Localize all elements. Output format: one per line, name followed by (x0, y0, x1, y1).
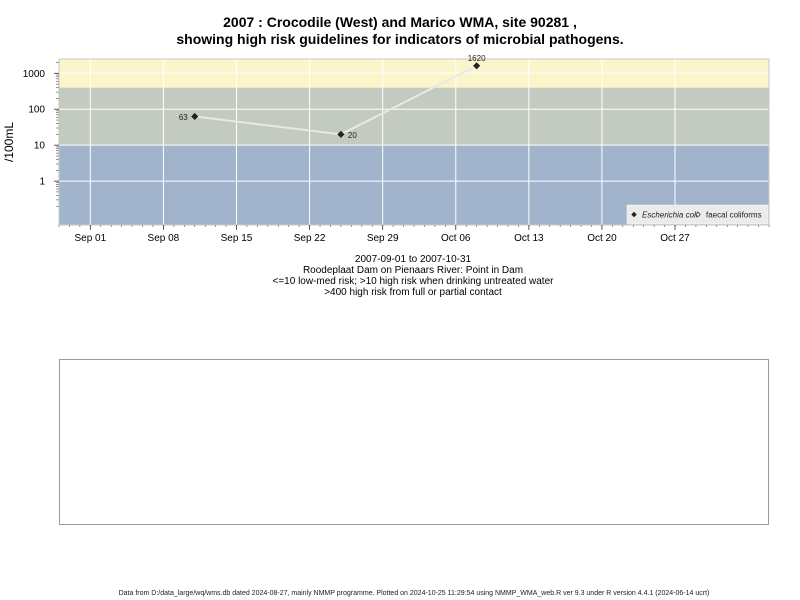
legend-label: Escherichia coli (642, 211, 698, 220)
data-point (473, 62, 481, 70)
gridlines (58, 58, 770, 226)
x-tick-label: Sep 22 (294, 233, 326, 244)
chart-subtitle: showing high risk guidelines for indicat… (176, 31, 624, 47)
x-tick-label: Sep 08 (148, 233, 180, 244)
x-tick-label: Oct 27 (660, 233, 690, 244)
chart-title: 2007 : Crocodile (West) and Marico WMA, … (223, 14, 577, 30)
x-tick-label: Oct 13 (514, 233, 544, 244)
guideline-contact: >400 high risk from full or partial cont… (324, 287, 502, 298)
legend-label: faecal coliforms (706, 211, 762, 220)
footer-note: Data from D:/data_large/wq/wms.db dated … (118, 590, 710, 597)
data-point (191, 112, 199, 121)
data-point (337, 130, 345, 138)
guideline-drinking: <=10 low-med risk; >10 high risk when dr… (272, 276, 554, 287)
date-range: 2007-09-01 to 2007-10-31 (354, 254, 472, 265)
empty-plot-panel (59, 359, 769, 525)
y-tick-label: 1 (39, 177, 45, 188)
y-axis: 1 10 100 1000 (23, 62, 59, 207)
y-tick-label: 10 (34, 141, 46, 152)
x-tick-label: Oct 20 (587, 233, 617, 244)
x-tick-label: Sep 29 (367, 233, 399, 244)
x-tick-label: Oct 06 (441, 233, 471, 244)
legend-marker (695, 211, 701, 218)
y-tick-label: 100 (28, 105, 45, 116)
legend: Escherichia coli faecal coliforms (626, 204, 769, 225)
x-tick-label: Sep 01 (74, 233, 106, 244)
risk-bands (59, 59, 769, 225)
y-tick-label: 1000 (23, 69, 46, 80)
legend-marker (631, 211, 637, 218)
y-axis-label: /100mL (2, 122, 16, 162)
x-tick-label: Sep 15 (221, 233, 253, 244)
data-label: 1620 (468, 54, 486, 63)
data-label: 63 (179, 113, 188, 122)
data-label: 20 (348, 131, 357, 140)
x-axis: Sep 01 Sep 08 Sep 15 Sep 22 Sep 29 Oct 06 Oct … (58, 225, 770, 244)
site-description: Roodeplaat Dam on Pienaars River: Point … (302, 265, 524, 276)
risk-band-1 (59, 87, 769, 146)
data-markers: 63 20 1620 (179, 54, 486, 140)
